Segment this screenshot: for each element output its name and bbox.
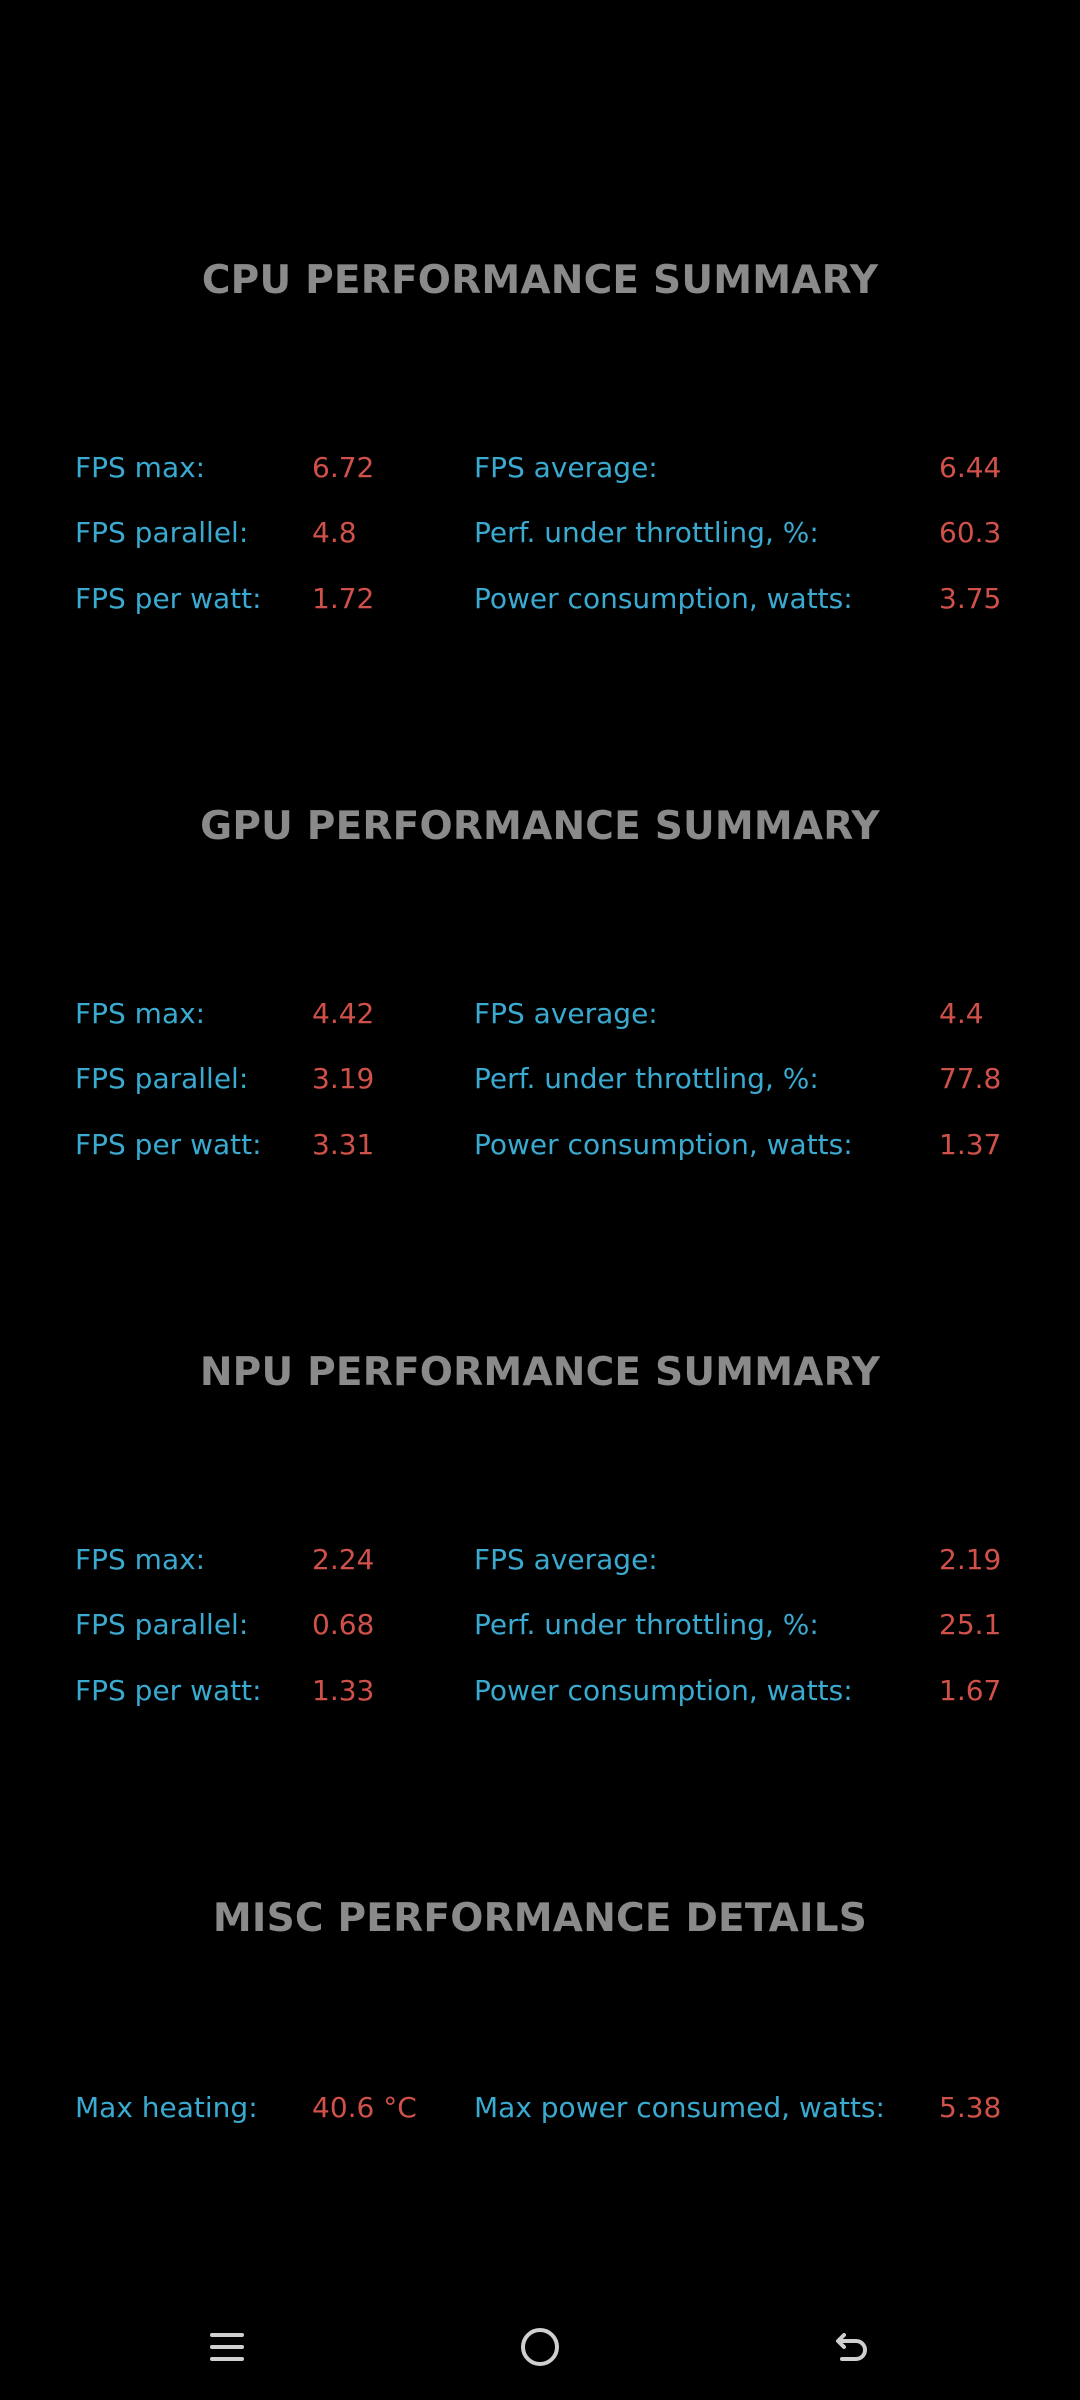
fps-parallel-label: FPS parallel: [75,516,249,549]
fps-max-label: FPS max: [75,1543,206,1576]
npu-summary-title: NPU PERFORMANCE SUMMARY [199,1350,881,1395]
fps-per-watt-label: FPS per watt: [75,1674,262,1707]
power-consumption-label: Power consumption, watts: [474,582,853,615]
cpu-row-2: FPS parallel: 4.8 Perf. under throttling… [0,508,1080,558]
gpu-row-3: FPS per watt: 3.31 Power consumption, wa… [0,1120,1080,1170]
back-icon [836,2333,867,2361]
cpu-row-3: FPS per watt: 1.72 Power consumption, wa… [0,574,1080,624]
perf-throttling-label: Perf. under throttling, %: [474,1062,819,1095]
cpu-row-1: FPS max: 6.72 FPS average: 6.44 [0,443,1080,493]
fps-average-value: 2.19 [939,1543,1002,1576]
fps-average-value: 6.44 [939,451,1002,484]
perf-throttling-label: Perf. under throttling, %: [474,1608,819,1641]
power-consumption-value: 1.37 [939,1128,1002,1161]
power-consumption-label: Power consumption, watts: [474,1674,853,1707]
fps-max-value: 6.72 [312,451,375,484]
gpu-summary-title: GPU PERFORMANCE SUMMARY [200,804,880,849]
fps-average-label: FPS average: [474,1543,658,1576]
max-heating-value: 40.6 °C [312,2091,417,2124]
fps-max-label: FPS max: [75,997,206,1030]
cpu-summary-title: CPU PERFORMANCE SUMMARY [201,258,879,303]
perf-throttling-value: 25.1 [939,1608,1002,1641]
npu-row-1: FPS max: 2.24 FPS average: 2.19 [0,1535,1080,1585]
power-consumption-value: 3.75 [939,582,1002,615]
fps-per-watt-label: FPS per watt: [75,1128,262,1161]
fps-max-value: 2.24 [312,1543,375,1576]
fps-average-value: 4.4 [939,997,984,1030]
gpu-row-1: FPS max: 4.42 FPS average: 4.4 [0,989,1080,1039]
home-icon [521,2328,559,2366]
fps-per-watt-value: 1.33 [312,1674,375,1707]
fps-per-watt-value: 1.72 [312,582,375,615]
fps-per-watt-label: FPS per watt: [75,582,262,615]
max-power-consumed-label: Max power consumed, watts: [474,2091,885,2124]
npu-row-3: FPS per watt: 1.33 Power consumption, wa… [0,1666,1080,1716]
fps-average-label: FPS average: [474,997,658,1030]
fps-parallel-label: FPS parallel: [75,1608,249,1641]
perf-throttling-label: Perf. under throttling, %: [474,516,819,549]
recent-apps-button[interactable] [187,2312,267,2382]
perf-throttling-value: 77.8 [939,1062,1002,1095]
perf-throttling-value: 60.3 [939,516,1002,549]
npu-row-2: FPS parallel: 0.68 Perf. under throttlin… [0,1600,1080,1650]
max-heating-label: Max heating: [75,2091,258,2124]
power-consumption-value: 1.67 [939,1674,1002,1707]
fps-parallel-value: 4.8 [312,516,357,549]
fps-parallel-value: 3.19 [312,1062,375,1095]
power-consumption-label: Power consumption, watts: [474,1128,853,1161]
fps-parallel-label: FPS parallel: [75,1062,249,1095]
menu-icon [210,2332,244,2362]
fps-average-label: FPS average: [474,451,658,484]
fps-max-value: 4.42 [312,997,375,1030]
system-navigation-bar [0,2300,1080,2400]
fps-parallel-value: 0.68 [312,1608,375,1641]
fps-per-watt-value: 3.31 [312,1128,375,1161]
back-button[interactable] [812,2312,892,2382]
misc-details-title: MISC PERFORMANCE DETAILS [212,1896,868,1941]
home-button[interactable] [500,2312,580,2382]
misc-row: Max heating: 40.6 °C Max power consumed,… [0,2083,1080,2133]
gpu-row-2: FPS parallel: 3.19 Perf. under throttlin… [0,1054,1080,1104]
fps-max-label: FPS max: [75,451,206,484]
max-power-consumed-value: 5.38 [939,2091,1002,2124]
